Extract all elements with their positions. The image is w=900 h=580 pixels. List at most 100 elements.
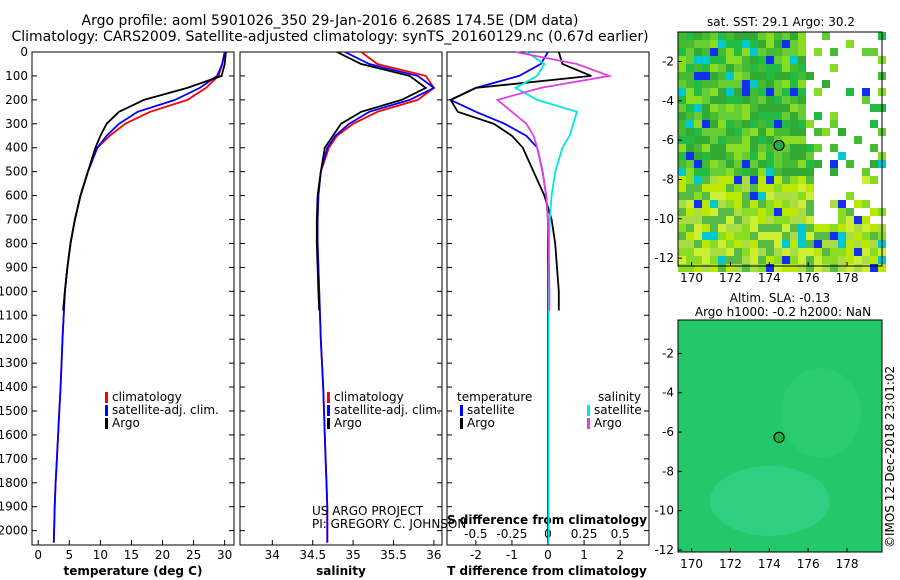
- sst-cell: [726, 152, 734, 160]
- sst-cell: [782, 248, 790, 256]
- temp-legend-label: climatology: [112, 390, 182, 404]
- sst-cell: [790, 216, 798, 224]
- sst-cell: [758, 184, 766, 192]
- sst-cell: [742, 160, 750, 168]
- sst-cell: [814, 248, 822, 256]
- sst-cell: [822, 32, 830, 40]
- sst-cell: [854, 224, 862, 232]
- sst-cell: [798, 176, 806, 184]
- sst-cell: [750, 56, 758, 64]
- sst-cell: [822, 232, 830, 240]
- sst-cell: [790, 128, 798, 136]
- sst-cell: [766, 152, 774, 160]
- sst-cell: [758, 192, 766, 200]
- sst-cell: [694, 240, 702, 248]
- sdiff-legend-label: Argo: [594, 416, 622, 430]
- sst-cell: [798, 80, 806, 88]
- sst-cell: [854, 216, 862, 224]
- sst-cell: [742, 264, 750, 272]
- sst-cell: [790, 120, 798, 128]
- sst-cell: [734, 168, 742, 176]
- sla-map-frame: [677, 319, 883, 553]
- sst-cell: [686, 136, 694, 144]
- sst-cell: [862, 240, 870, 248]
- sst-cell: [798, 104, 806, 112]
- sst-cell: [726, 88, 734, 96]
- sst-cell: [710, 264, 718, 272]
- sst-cell: [718, 144, 726, 152]
- depth-tick-label: 0: [20, 45, 28, 59]
- sst-cell: [710, 160, 718, 168]
- sst-cell: [782, 80, 790, 88]
- tdiff-tick-label: 2: [616, 548, 624, 562]
- sst-cell: [734, 176, 742, 184]
- sst-cell: [710, 208, 718, 216]
- sst-cell: [838, 128, 846, 136]
- sst-cell: [790, 264, 798, 272]
- sdiff-satellite-line: [513, 51, 579, 543]
- sst-cell: [718, 264, 726, 272]
- sst-cell: [814, 224, 822, 232]
- sst-cell: [734, 88, 742, 96]
- sdiff-axis-label: S difference from climatology: [447, 513, 647, 527]
- sst-cell: [702, 144, 710, 152]
- sst-cell: [758, 232, 766, 240]
- sst-cell: [790, 40, 798, 48]
- sst-cell: [718, 96, 726, 104]
- sst-cell: [782, 256, 790, 264]
- sst-cell: [686, 200, 694, 208]
- sst-cell: [830, 200, 838, 208]
- sst-cell: [766, 56, 774, 64]
- sal-satellite-line: [316, 51, 436, 543]
- depth-tick-label: 800: [5, 236, 28, 250]
- sst-cell: [702, 216, 710, 224]
- sst-cell: [790, 152, 798, 160]
- sst-cell: [838, 248, 846, 256]
- depth-tick-label: 900: [5, 260, 28, 274]
- sst-cell: [750, 40, 758, 48]
- temperature-tick-label: 15: [124, 548, 139, 562]
- sst-cell: [686, 112, 694, 120]
- sst-cell: [702, 88, 710, 96]
- sst-cell: [678, 160, 686, 168]
- sst-cell: [798, 232, 806, 240]
- tdiff-satellite-line: [448, 51, 549, 543]
- sst-cell: [718, 56, 726, 64]
- sst-cell: [686, 176, 694, 184]
- sst-cell: [798, 264, 806, 272]
- sst-cell: [782, 112, 790, 120]
- sst-cell: [718, 152, 726, 160]
- sst-cell: [846, 216, 854, 224]
- sst-cell: [806, 200, 814, 208]
- sst-cell: [766, 120, 774, 128]
- sst-cell: [870, 256, 878, 264]
- sst-cell: [678, 224, 686, 232]
- sst-cell: [774, 48, 782, 56]
- sst-cell: [742, 80, 750, 88]
- sst-cell: [750, 152, 758, 160]
- sst-cell: [694, 168, 702, 176]
- sst-cell: [830, 264, 838, 272]
- sst-cell: [774, 192, 782, 200]
- sst-cell: [694, 56, 702, 64]
- sst-cell: [774, 40, 782, 48]
- sst-cell: [734, 264, 742, 272]
- sla-lat-label: -12: [654, 543, 674, 557]
- sst-cell: [686, 160, 694, 168]
- sst-cell: [838, 152, 846, 160]
- sdiff-legend-swatch: [587, 418, 590, 429]
- sst-cell: [766, 160, 774, 168]
- sst-cell: [798, 248, 806, 256]
- sst-cell: [774, 216, 782, 224]
- sst-cell: [710, 112, 718, 120]
- tdiff-legend-swatch: [460, 405, 463, 416]
- sst-cell: [838, 200, 846, 208]
- sst-cell: [782, 160, 790, 168]
- sst-cell: [782, 216, 790, 224]
- sst-cell: [678, 80, 686, 88]
- sst-cell: [726, 96, 734, 104]
- sst-cell: [710, 72, 718, 80]
- tdiff-legend-title: temperature: [457, 390, 532, 404]
- sst-cell: [750, 256, 758, 264]
- sst-cell: [798, 32, 806, 40]
